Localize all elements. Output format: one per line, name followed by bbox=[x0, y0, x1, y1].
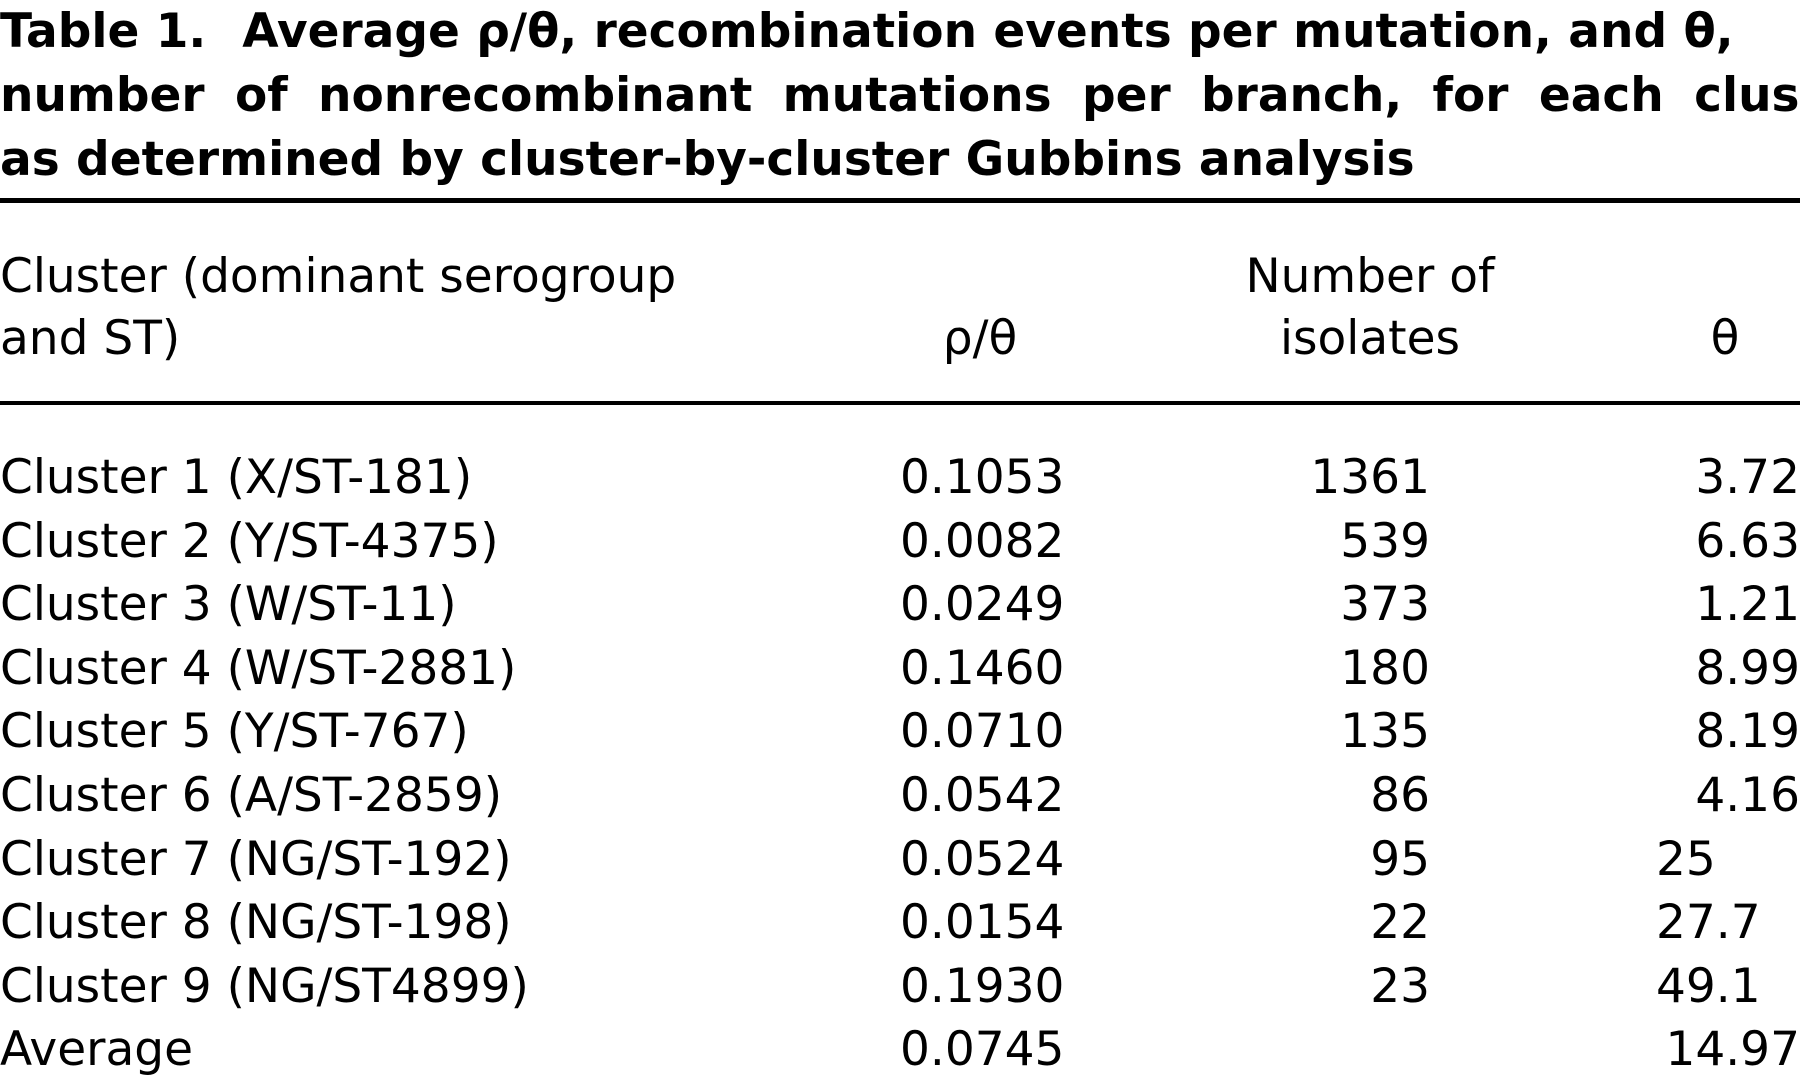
cell-cluster: Cluster 2 (Y/ST-4375) bbox=[0, 513, 499, 569]
table-row: Cluster 4 (W/ST-2881) 0.1460 180 8.99 bbox=[0, 637, 1800, 701]
header-isolates-line-1: Number of bbox=[1245, 249, 1495, 304]
table-body: Cluster 1 (X/ST-181) 0.1053 1361 3.72 Cl… bbox=[0, 446, 1800, 1082]
cell-cluster: Cluster 5 (Y/ST-767) bbox=[0, 704, 469, 760]
top-rule bbox=[0, 198, 1800, 203]
table-row: Cluster 3 (W/ST-11) 0.0249 373 1.21 bbox=[0, 573, 1800, 637]
cell-cluster: Cluster 4 (W/ST-2881) bbox=[0, 640, 517, 696]
cell-isolates: 135 bbox=[1340, 704, 1430, 760]
caption-line-1: Table 1. Average ρ/θ, recombination event… bbox=[0, 0, 1800, 64]
table-row: Cluster 6 (A/ST-2859) 0.0542 86 4.16 bbox=[0, 764, 1800, 828]
cell-rho-theta: 0.0249 bbox=[900, 577, 1065, 633]
table-row-average: Average 0.0745 14.97 bbox=[0, 1018, 1800, 1082]
cell-theta: 8.19 bbox=[1695, 704, 1800, 760]
header-isolates-line-2: isolates bbox=[1280, 311, 1460, 366]
cell-rho-theta: 0.1930 bbox=[900, 958, 1065, 1014]
table-row: Cluster 7 (NG/ST-192) 0.0524 95 25 bbox=[0, 828, 1800, 892]
cell-theta: 1.21 bbox=[1695, 577, 1800, 633]
cell-rho-theta: 0.0745 bbox=[900, 1022, 1065, 1078]
header-cluster-line-1: Cluster (dominant serogroup bbox=[0, 249, 677, 304]
cell-isolates: 1361 bbox=[1310, 450, 1430, 505]
cell-rho-theta: 0.1053 bbox=[900, 450, 1065, 505]
table-row: Cluster 9 (NG/ST4899) 0.1930 23 49.1 bbox=[0, 955, 1800, 1019]
cell-rho-theta: 0.0154 bbox=[900, 895, 1065, 951]
cell-theta: 14.97 bbox=[1665, 1022, 1800, 1078]
cell-cluster: Cluster 3 (W/ST-11) bbox=[0, 577, 457, 633]
cell-cluster: Cluster 1 (X/ST-181) bbox=[0, 450, 473, 505]
cell-theta: 4.16 bbox=[1695, 767, 1800, 823]
header-cluster: Cluster (dominant serogroup and ST) bbox=[0, 246, 820, 370]
cell-theta: 3.72 bbox=[1695, 450, 1800, 505]
cell-isolates: 373 bbox=[1340, 577, 1430, 633]
cell-rho-theta: 0.0082 bbox=[900, 513, 1065, 569]
cell-isolates: 180 bbox=[1340, 640, 1430, 696]
cell-theta: 49.1 bbox=[1656, 958, 1761, 1014]
table-row: Cluster 2 (Y/ST-4375) 0.0082 539 6.63 bbox=[0, 510, 1800, 574]
caption-text-1: Average ρ/θ, recombination events per mu… bbox=[242, 4, 1734, 59]
header-rho-theta: ρ/θ bbox=[942, 311, 1018, 366]
table-row: Cluster 1 (X/ST-181) 0.1053 1361 3.72 bbox=[0, 446, 1800, 510]
table-row: Cluster 8 (NG/ST-198) 0.0154 22 27.7 bbox=[0, 891, 1800, 955]
cell-rho-theta: 0.1460 bbox=[900, 640, 1065, 696]
cell-isolates: 86 bbox=[1370, 767, 1430, 823]
header-cluster-line-2: and ST) bbox=[0, 311, 181, 366]
cell-cluster: Average bbox=[0, 1022, 194, 1078]
table-caption: Table 1. Average ρ/θ, recombination event… bbox=[0, 0, 1800, 192]
header-theta: θ bbox=[1710, 311, 1740, 366]
cell-theta: 8.99 bbox=[1695, 640, 1800, 696]
cell-theta: 25 bbox=[1656, 831, 1716, 887]
cell-cluster: Cluster 6 (A/ST-2859) bbox=[0, 767, 503, 823]
cell-isolates: 95 bbox=[1370, 831, 1430, 887]
cell-rho-theta: 0.0710 bbox=[900, 704, 1065, 760]
cell-rho-theta: 0.0542 bbox=[900, 767, 1065, 823]
caption-line-2: number of nonrecombinant mutations per b… bbox=[0, 68, 1800, 123]
cell-isolates: 539 bbox=[1340, 513, 1430, 569]
cell-cluster: Cluster 8 (NG/ST-198) bbox=[0, 895, 512, 951]
cell-rho-theta: 0.0524 bbox=[900, 831, 1065, 887]
cell-theta: 27.7 bbox=[1656, 895, 1761, 951]
cell-theta: 6.63 bbox=[1695, 513, 1800, 569]
caption-line-3: as determined by cluster-by-cluster Gubb… bbox=[0, 132, 1415, 187]
cell-cluster: Cluster 9 (NG/ST4899) bbox=[0, 958, 529, 1014]
header-rule bbox=[0, 401, 1800, 405]
cell-isolates: 23 bbox=[1370, 958, 1430, 1014]
table-label: Table 1. bbox=[0, 4, 207, 59]
cell-cluster: Cluster 7 (NG/ST-192) bbox=[0, 831, 512, 887]
cell-isolates: 22 bbox=[1370, 895, 1430, 951]
table-row: Cluster 5 (Y/ST-767) 0.0710 135 8.19 bbox=[0, 700, 1800, 764]
header-isolates: Number of isolates bbox=[1140, 246, 1600, 370]
